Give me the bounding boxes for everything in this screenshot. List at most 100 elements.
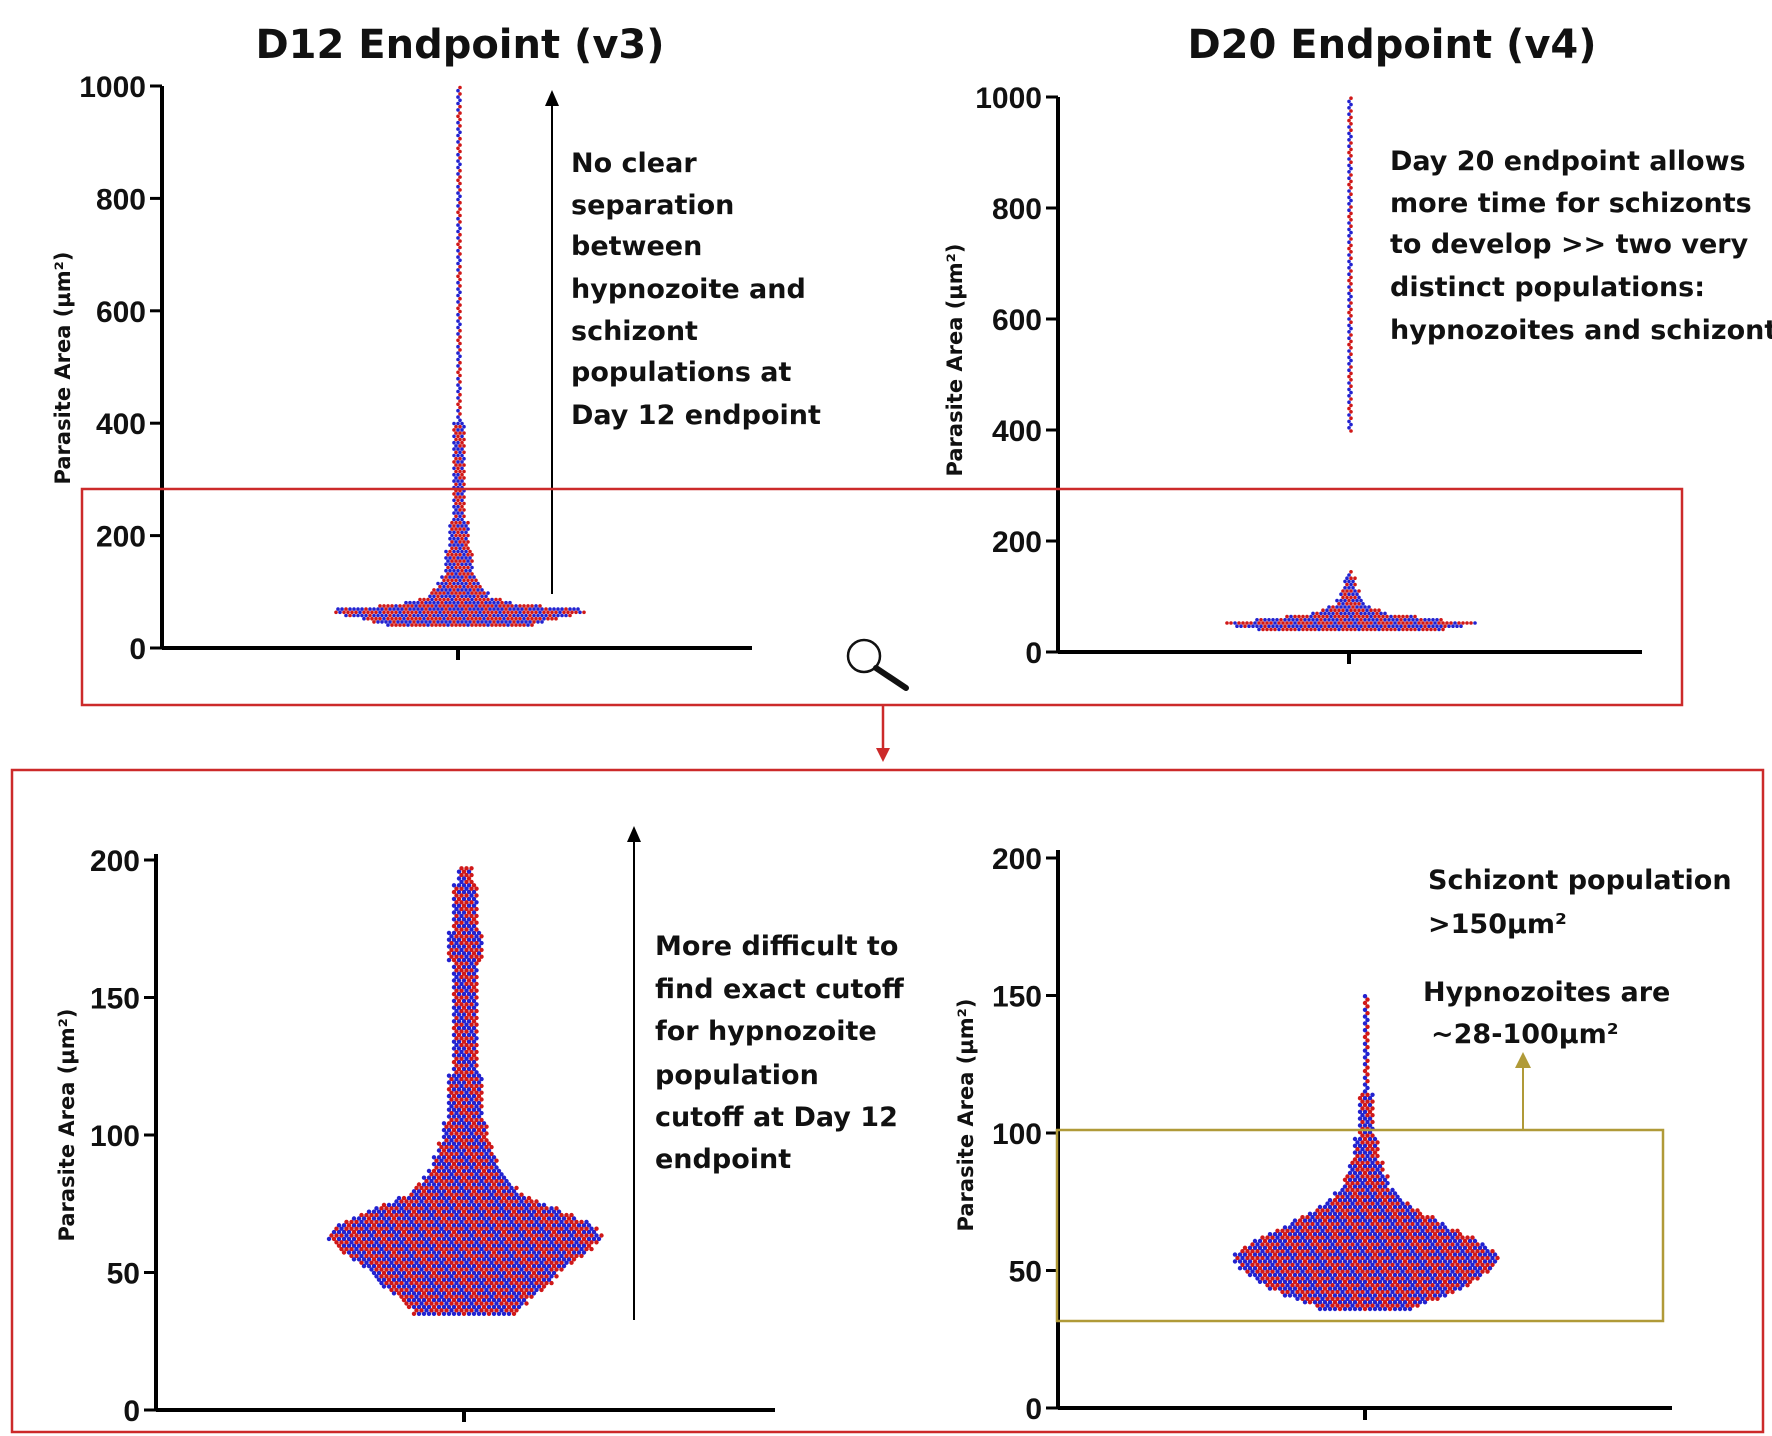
data-point bbox=[351, 1257, 357, 1262]
data-point bbox=[1335, 1296, 1340, 1302]
data-point bbox=[1330, 1283, 1335, 1288]
data-point bbox=[396, 1291, 402, 1296]
data-point bbox=[478, 604, 482, 608]
y-tick-label: 600 bbox=[96, 296, 146, 329]
data-point bbox=[1387, 1245, 1393, 1251]
data-point bbox=[460, 517, 464, 522]
data-point bbox=[512, 613, 516, 618]
data-point bbox=[1445, 1276, 1450, 1281]
data-point bbox=[426, 1257, 432, 1262]
data-point bbox=[1400, 1283, 1405, 1288]
data-point bbox=[462, 476, 466, 480]
data-point bbox=[368, 613, 372, 618]
data-point bbox=[458, 207, 462, 211]
data-point bbox=[449, 1199, 454, 1204]
data-point bbox=[1432, 1238, 1438, 1244]
data-point bbox=[599, 1233, 604, 1238]
data-point bbox=[456, 923, 462, 929]
data-point bbox=[479, 1144, 484, 1150]
data-point bbox=[481, 1175, 487, 1180]
data-point bbox=[519, 1233, 524, 1238]
data-point bbox=[369, 1240, 374, 1245]
data-point bbox=[479, 1233, 484, 1238]
data-point bbox=[386, 1257, 392, 1262]
data-point bbox=[356, 1243, 362, 1248]
data-point bbox=[456, 876, 462, 881]
data-point bbox=[1435, 1269, 1440, 1274]
data-point bbox=[1380, 1167, 1385, 1172]
data-point bbox=[581, 1223, 587, 1228]
data-point bbox=[436, 613, 440, 618]
data-point bbox=[441, 1216, 447, 1221]
data-point bbox=[508, 620, 512, 624]
data-point bbox=[1327, 1252, 1333, 1257]
data-point bbox=[1292, 1259, 1298, 1264]
data-point bbox=[451, 1025, 457, 1031]
data-point bbox=[448, 575, 452, 579]
data-point bbox=[1357, 1286, 1363, 1291]
data-point bbox=[464, 613, 468, 618]
data-point bbox=[1351, 611, 1355, 616]
data-point bbox=[394, 1246, 399, 1252]
data-point bbox=[461, 1263, 467, 1269]
data-point bbox=[390, 604, 394, 608]
data-point bbox=[1440, 1221, 1445, 1227]
data-point bbox=[1287, 1286, 1293, 1291]
data-point bbox=[461, 1148, 467, 1153]
data-point bbox=[506, 1229, 512, 1235]
data-point bbox=[360, 607, 364, 611]
data-point bbox=[454, 469, 458, 474]
data-point bbox=[1367, 1198, 1373, 1203]
data-point bbox=[1270, 1283, 1275, 1288]
data-point bbox=[1487, 1266, 1493, 1271]
data-point bbox=[1347, 240, 1351, 244]
data-point bbox=[476, 1229, 482, 1235]
data-point bbox=[536, 1284, 542, 1289]
data-point bbox=[411, 1236, 417, 1242]
data-point bbox=[482, 604, 486, 608]
data-point bbox=[1270, 1262, 1275, 1268]
data-point bbox=[461, 1087, 467, 1092]
data-point bbox=[461, 1114, 467, 1119]
data-point bbox=[499, 1185, 504, 1191]
data-point bbox=[386, 1250, 392, 1255]
data-point bbox=[471, 1019, 477, 1024]
data-point bbox=[1370, 1208, 1375, 1213]
data-point bbox=[446, 1209, 452, 1214]
data-point bbox=[474, 610, 478, 615]
data-point bbox=[1345, 1221, 1350, 1227]
data-point bbox=[398, 616, 402, 621]
zoom-region-frame bbox=[80, 487, 1684, 707]
data-point bbox=[521, 1284, 527, 1289]
data-point bbox=[416, 1195, 422, 1201]
data-point bbox=[1292, 1279, 1298, 1285]
data-point bbox=[451, 971, 457, 976]
data-point bbox=[394, 604, 398, 608]
data-point bbox=[1432, 1225, 1438, 1230]
data-point bbox=[422, 604, 426, 608]
data-point bbox=[1392, 1266, 1398, 1271]
data-point bbox=[1282, 1238, 1288, 1244]
data-point bbox=[549, 1246, 554, 1252]
data-point bbox=[1375, 1296, 1380, 1302]
data-point bbox=[1347, 195, 1351, 200]
data-point bbox=[1462, 1245, 1468, 1251]
data-point bbox=[464, 1151, 469, 1157]
data-point bbox=[479, 1301, 484, 1306]
data-point bbox=[1325, 1221, 1330, 1227]
data-point bbox=[486, 1209, 492, 1214]
data-point bbox=[541, 1223, 547, 1228]
data-point bbox=[436, 1161, 442, 1167]
data-point bbox=[1340, 1242, 1345, 1247]
data-point bbox=[544, 1226, 549, 1231]
annotation-d12-zoom: More difficult to find exact cutoff for … bbox=[655, 931, 913, 1175]
data-point bbox=[406, 1284, 412, 1289]
data-point bbox=[484, 607, 488, 611]
data-point bbox=[1325, 1262, 1330, 1268]
data-point bbox=[1352, 1252, 1358, 1257]
data-point bbox=[1375, 1174, 1380, 1179]
data-point bbox=[511, 1291, 517, 1296]
data-point bbox=[524, 1212, 529, 1218]
data-point bbox=[404, 1301, 409, 1306]
data-point bbox=[1452, 1252, 1458, 1257]
